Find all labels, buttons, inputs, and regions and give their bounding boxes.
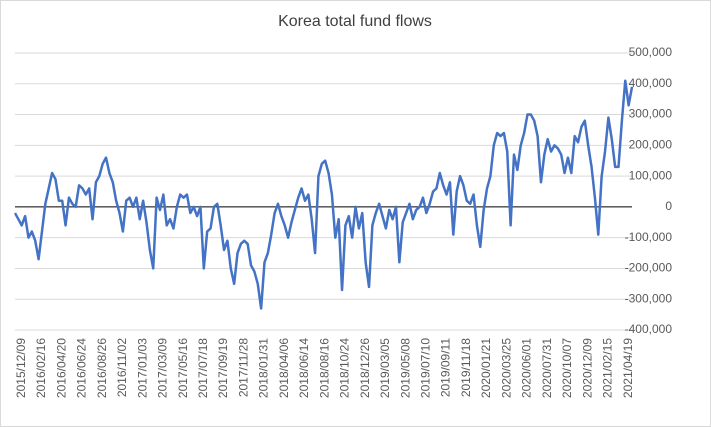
y-tick-label: -300,000 bbox=[625, 291, 673, 305]
x-tick-label: 2020/01/21 bbox=[479, 338, 493, 398]
x-tick-label: 2016/02/16 bbox=[34, 338, 48, 398]
x-tick-label: 2016/04/20 bbox=[54, 338, 68, 398]
x-tick-label: 2018/12/26 bbox=[358, 338, 372, 398]
x-tick-label: 2021/04/19 bbox=[621, 338, 635, 398]
y-tick-label: -200,000 bbox=[625, 261, 673, 275]
y-tick-label: -400,000 bbox=[625, 322, 673, 336]
x-tick-label: 2019/03/05 bbox=[378, 338, 392, 398]
x-tick-label: 2019/05/08 bbox=[398, 338, 412, 398]
x-tick-label: 2017/09/19 bbox=[216, 338, 230, 398]
x-tick-label: 2015/12/09 bbox=[14, 338, 28, 398]
x-tick-label: 2019/09/11 bbox=[439, 338, 453, 397]
y-tick-label: 200,000 bbox=[629, 138, 673, 152]
x-tick-label: 2019/07/10 bbox=[419, 338, 433, 398]
y-tick-label: 100,000 bbox=[629, 168, 673, 182]
x-tick-label: 2020/06/01 bbox=[520, 338, 534, 398]
x-tick-label: 2020/07/31 bbox=[540, 338, 554, 398]
x-tick-label: 2018/01/31 bbox=[257, 338, 271, 398]
x-tick-label: 2018/04/06 bbox=[277, 338, 291, 398]
x-tick-label: 2016/08/26 bbox=[95, 338, 109, 398]
y-tick-label: 500,000 bbox=[629, 45, 673, 59]
data-line bbox=[13, 79, 634, 310]
y-tick-label: 300,000 bbox=[629, 107, 673, 121]
x-tick-label: 2017/05/16 bbox=[176, 338, 190, 398]
x-tick-label: 2020/10/07 bbox=[560, 338, 574, 398]
y-tick-label: 400,000 bbox=[629, 76, 673, 90]
x-tick-label: 2016/11/02 bbox=[115, 338, 129, 397]
x-tick-label: 2018/10/24 bbox=[338, 338, 352, 398]
y-tick-label: 0 bbox=[665, 199, 672, 213]
x-tick-label: 2019/11/18 bbox=[459, 338, 473, 397]
y-tick-label: -100,000 bbox=[625, 230, 673, 244]
x-tick-label: 2017/03/09 bbox=[156, 338, 170, 398]
x-tick-label: 2017/11/28 bbox=[236, 338, 250, 397]
x-tick-label: 2018/06/14 bbox=[297, 338, 311, 398]
x-tick-label: 2016/06/24 bbox=[75, 338, 89, 398]
x-tick-label: 2017/07/18 bbox=[196, 338, 210, 398]
x-tick-label: 2021/02/15 bbox=[601, 338, 615, 398]
chart-title: Korea total fund flows bbox=[278, 13, 432, 30]
x-tick-label: 2020/03/25 bbox=[499, 338, 513, 398]
x-tick-label: 2017/01/03 bbox=[135, 338, 149, 398]
x-tick-label: 2020/12/09 bbox=[580, 338, 594, 398]
x-tick-label: 2018/08/16 bbox=[317, 338, 331, 398]
